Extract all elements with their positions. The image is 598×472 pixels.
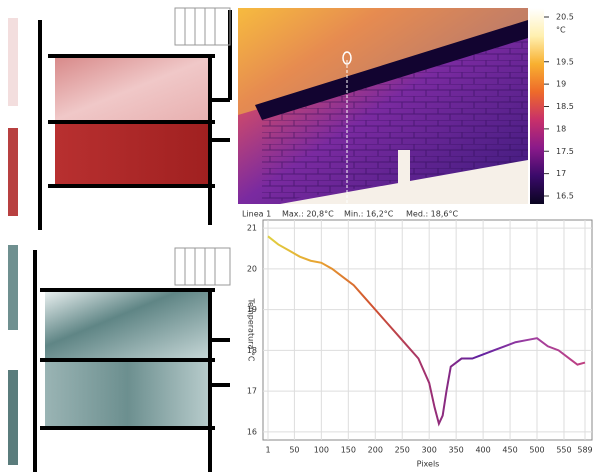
y-tick-label: 17 bbox=[247, 387, 257, 396]
heatmap bbox=[55, 58, 210, 120]
y-tick-label: 19 bbox=[247, 305, 257, 314]
x-tick-label: 300 bbox=[422, 446, 437, 455]
walls bbox=[35, 250, 230, 472]
figure: °C Temperatura °C Pixels Linea 1 20.519.… bbox=[0, 0, 598, 472]
y-tick-label: 20 bbox=[247, 264, 257, 273]
y-tick-label: 16 bbox=[247, 427, 257, 436]
tick-label: 18 bbox=[556, 124, 566, 133]
legend-stat: Med.: 18,6°C bbox=[406, 210, 458, 219]
plot-area bbox=[263, 220, 592, 440]
floor-plan-top bbox=[8, 8, 230, 230]
tick-label: 19.5 bbox=[556, 57, 574, 66]
heatmap bbox=[55, 122, 210, 184]
legend-stat: Min.: 16,2°C bbox=[344, 210, 394, 219]
x-tick-label: 150 bbox=[341, 446, 356, 455]
x-tick-label: 500 bbox=[529, 446, 544, 455]
x-tick-label: 1 bbox=[265, 446, 270, 455]
scale-bar bbox=[8, 245, 18, 330]
tick-label: 17 bbox=[556, 169, 566, 178]
x-tick-label: 589 bbox=[577, 446, 592, 455]
heatmap bbox=[45, 292, 210, 360]
walls bbox=[40, 10, 230, 230]
x-tick-label: 250 bbox=[395, 446, 410, 455]
tick-label: 18.5 bbox=[556, 102, 574, 111]
x-tick-label: 50 bbox=[289, 446, 299, 455]
y-tick-label: 21 bbox=[247, 224, 257, 233]
x-tick-label: 100 bbox=[314, 446, 329, 455]
stairs bbox=[175, 248, 230, 285]
stairs bbox=[175, 8, 230, 45]
scale-bar bbox=[8, 128, 18, 216]
heatmap bbox=[45, 362, 210, 428]
foreground bbox=[398, 150, 410, 190]
tick-label: 20.5 bbox=[556, 13, 574, 22]
x-axis-label: Pixels bbox=[417, 460, 440, 469]
color-bar bbox=[530, 8, 544, 204]
x-tick-label: 350 bbox=[449, 446, 464, 455]
thermal-image: °C bbox=[238, 8, 566, 204]
scale-bar bbox=[8, 18, 18, 106]
x-tick-label: 450 bbox=[502, 446, 517, 455]
tick-label: 17.5 bbox=[556, 147, 574, 156]
legend-stat: Max.: 20,8°C bbox=[282, 210, 334, 219]
tick-label: 19 bbox=[556, 80, 566, 89]
x-tick-label: 200 bbox=[368, 446, 383, 455]
page: {"thermal_image":{"unit":"°C","ticks":[2… bbox=[0, 0, 598, 472]
tick-label: 16.5 bbox=[556, 192, 574, 201]
floor-plan-bottom bbox=[8, 245, 230, 472]
x-tick-label: 550 bbox=[556, 446, 571, 455]
x-tick-label: 400 bbox=[475, 446, 490, 455]
scale-bar bbox=[8, 370, 18, 465]
y-tick-label: 18 bbox=[247, 346, 257, 355]
legend-entry: Linea 1 bbox=[242, 210, 271, 219]
unit-label: °C bbox=[556, 26, 566, 35]
